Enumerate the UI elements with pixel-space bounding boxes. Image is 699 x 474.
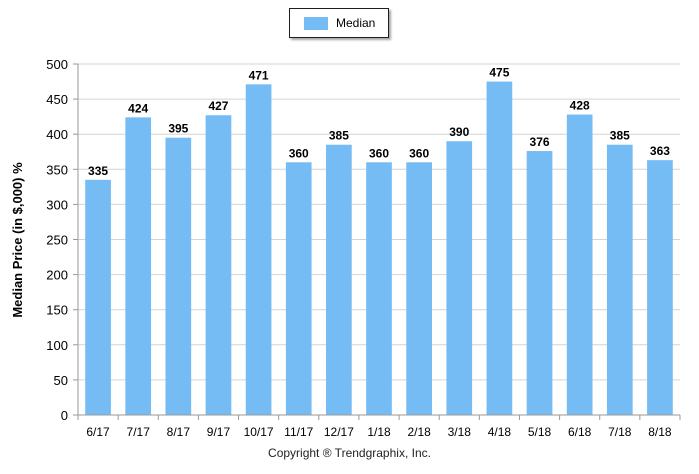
bar — [366, 162, 392, 415]
y-tick-label: 450 — [46, 92, 68, 107]
bar — [205, 115, 232, 415]
bar — [285, 162, 312, 415]
bar-value-label: 428 — [570, 99, 590, 113]
bar — [526, 151, 553, 415]
legend-label: Median — [336, 16, 376, 30]
data-labels: 335 424 395 427 471 360 385 360 360 390 475 376 428 3… — [88, 66, 670, 178]
bar-value-label: 390 — [449, 125, 469, 139]
bar-value-label: 475 — [489, 66, 509, 80]
bar — [406, 162, 432, 415]
bar — [566, 114, 593, 415]
bar — [647, 160, 673, 415]
bar-value-label: 376 — [530, 135, 550, 149]
y-tick-label: 50 — [54, 373, 68, 388]
x-tick-label: 6/18 — [568, 425, 592, 439]
bars — [85, 81, 673, 416]
x-tick-label: 6/17 — [86, 425, 110, 439]
bar — [85, 179, 111, 415]
bar-value-label: 385 — [329, 129, 349, 143]
x-tick-label: 5/18 — [528, 425, 552, 439]
x-tick-label: 4/18 — [488, 425, 512, 439]
x-tick-label: 9/17 — [207, 425, 231, 439]
bar — [486, 81, 513, 416]
y-tick-label: 200 — [46, 268, 68, 283]
bar — [606, 144, 633, 416]
y-axis-title: Median Price (in $,000) % — [10, 162, 25, 318]
x-tick-label: 11/17 — [284, 425, 313, 439]
bar — [245, 84, 272, 415]
bar-value-label: 395 — [168, 122, 188, 136]
y-tick-label: 300 — [46, 197, 68, 212]
x-tick-label: 3/18 — [448, 425, 472, 439]
bar — [125, 117, 152, 416]
legend: Median — [289, 8, 389, 38]
x-tick-label: 7/18 — [608, 425, 632, 439]
x-tick-label: 2/18 — [407, 425, 431, 439]
y-tick-label: 150 — [46, 303, 68, 318]
x-tick-label: 1/18 — [367, 425, 391, 439]
bar — [326, 144, 352, 416]
bar-value-label: 363 — [650, 144, 670, 158]
y-tick-label: 0 — [61, 408, 68, 423]
bar-value-label: 360 — [369, 146, 389, 160]
bar-value-label: 360 — [409, 146, 429, 160]
bar-value-label: 360 — [289, 146, 309, 160]
axes: 0 50 100 150 200 250 300 350 400 450 500 6/17 7/17 8/… — [46, 57, 681, 439]
y-tick-label: 500 — [46, 57, 68, 72]
bar — [446, 141, 473, 415]
bar-value-label: 427 — [208, 99, 228, 113]
x-tick-label: 8/17 — [167, 425, 191, 439]
y-tick-label: 250 — [46, 233, 68, 248]
bar — [165, 137, 192, 415]
bar-value-label: 424 — [128, 101, 148, 115]
x-tick-label: 12/17 — [324, 425, 354, 439]
bar-value-label: 471 — [249, 68, 269, 82]
y-tick-label: 350 — [46, 162, 68, 177]
x-tick-label: 10/17 — [244, 425, 274, 439]
y-tick-label: 400 — [46, 127, 68, 142]
bar-value-label: 335 — [88, 164, 108, 178]
x-tick-label: 7/17 — [127, 425, 151, 439]
copyright-text: Copyright ® Trendgraphix, Inc. — [268, 446, 431, 460]
legend-swatch — [304, 16, 328, 30]
x-tick-label: 8/18 — [648, 425, 672, 439]
y-tick-label: 100 — [46, 338, 68, 353]
bar-value-label: 385 — [610, 129, 630, 143]
